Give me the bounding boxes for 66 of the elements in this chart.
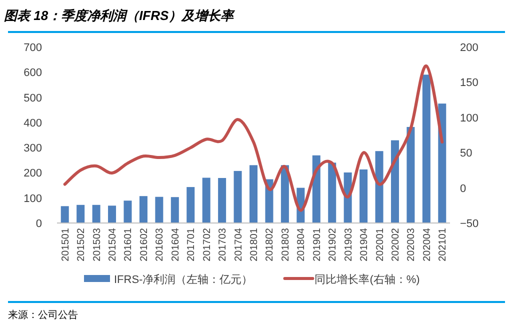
x-tick-label: 202004 bbox=[422, 228, 433, 262]
bar bbox=[202, 178, 210, 223]
y2-tick-label: −50 bbox=[460, 218, 479, 230]
bar bbox=[390, 140, 399, 223]
y-tick-label: 0 bbox=[36, 218, 42, 230]
x-tick-label: 201904 bbox=[359, 228, 370, 262]
y2-tick-label: 50 bbox=[460, 148, 472, 160]
x-tick-label: 202001 bbox=[374, 228, 386, 262]
legend-label: IFRS-净利润（左轴：亿元） bbox=[114, 273, 253, 286]
y-tick-label: 400 bbox=[24, 117, 42, 130]
y-tick-label: 600 bbox=[24, 67, 42, 80]
x-tick-label: 201804 bbox=[296, 228, 308, 262]
bar bbox=[218, 178, 226, 223]
bar bbox=[170, 197, 179, 223]
y2-tick-label: 0 bbox=[460, 182, 466, 195]
x-tick-label: 201903 bbox=[343, 228, 354, 262]
y2-tick-label: 150 bbox=[460, 77, 478, 90]
x-tick-label: 201704 bbox=[233, 228, 244, 262]
bar bbox=[280, 165, 289, 223]
bar bbox=[312, 155, 320, 223]
chart-title: 图表 18：季度净利润（IFRS）及增长率 bbox=[4, 8, 236, 23]
legend-label: 同比增长率(右轴：%) bbox=[314, 273, 420, 286]
bar bbox=[375, 151, 384, 223]
bar bbox=[60, 206, 69, 223]
x-tick-label: 201802 bbox=[264, 228, 276, 262]
x-tick-label: 201601 bbox=[123, 228, 134, 262]
x-tick-label: 201702 bbox=[202, 228, 213, 262]
x-tick-label: 201504 bbox=[108, 228, 119, 262]
bar bbox=[124, 200, 132, 223]
bar bbox=[92, 204, 100, 223]
x-tick-label: 201801 bbox=[249, 228, 260, 262]
x-tick-label: 201602 bbox=[138, 228, 150, 262]
bar bbox=[155, 196, 164, 223]
x-tick-label: 201503 bbox=[92, 228, 103, 262]
x-tick-label: 201502 bbox=[76, 228, 88, 262]
y-tick-label: 200 bbox=[24, 168, 42, 180]
y-tick-label: 300 bbox=[24, 142, 42, 155]
x-tick-label: 201701 bbox=[186, 228, 198, 262]
bar bbox=[234, 170, 242, 223]
x-tick-label: 201703 bbox=[218, 228, 229, 262]
x-tick-label: 202002 bbox=[390, 228, 402, 262]
y2-tick-label: 200 bbox=[460, 42, 478, 54]
x-tick-label: 202003 bbox=[406, 228, 418, 262]
bar bbox=[139, 196, 148, 223]
bar bbox=[406, 126, 415, 223]
x-tick-label: 201902 bbox=[328, 228, 339, 262]
bar bbox=[250, 165, 258, 223]
bar bbox=[108, 206, 116, 223]
x-tick-label: 201603 bbox=[154, 228, 166, 262]
bar bbox=[422, 74, 430, 223]
bar bbox=[328, 162, 336, 223]
bar bbox=[360, 169, 368, 223]
x-tick-label: 201501 bbox=[60, 228, 72, 262]
x-tick-label: 201604 bbox=[170, 228, 182, 262]
source-note: 来源：公司公告 bbox=[8, 309, 78, 321]
y-tick-label: 500 bbox=[24, 92, 42, 104]
x-tick-label: 202101 bbox=[438, 228, 449, 262]
bar bbox=[76, 204, 85, 223]
y-tick-label: 700 bbox=[24, 42, 42, 54]
x-tick-label: 201803 bbox=[280, 228, 292, 262]
y-tick-label: 100 bbox=[24, 192, 42, 205]
line-series bbox=[63, 64, 444, 212]
y2-tick-label: 100 bbox=[460, 112, 478, 124]
bar bbox=[438, 104, 446, 223]
x-tick-label: 201901 bbox=[312, 228, 323, 262]
bar bbox=[186, 187, 195, 223]
